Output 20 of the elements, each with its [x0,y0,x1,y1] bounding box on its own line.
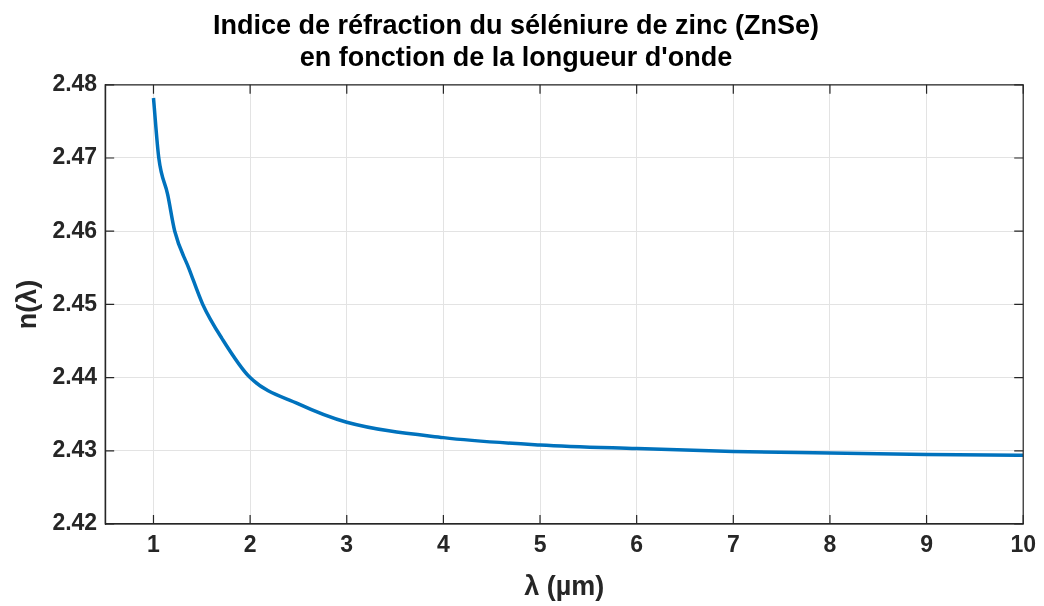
x-tick-label: 8 [823,531,837,558]
y-tick-label: 2.43 [52,436,98,463]
y-tick-label: 2.45 [52,289,98,316]
y-tick-label: 2.44 [52,362,98,389]
y-tick-label: 2.48 [52,70,98,97]
y-tick-label: 2.47 [52,143,98,170]
x-tick-label: 6 [630,531,644,558]
x-tick-label: 7 [726,531,740,558]
x-tick-label: 1 [147,531,161,558]
x-tick-label: 2 [243,531,257,558]
chart-title: Indice de réfraction du séléniure de zinc (ZnSe) en fonction de la longueur d'onde [212,9,820,73]
x-tick-label: 10 [1010,531,1037,558]
x-tick-label: 5 [533,531,547,558]
x-axis-title: λ (µm) [524,571,605,602]
x-tick-label: 9 [920,531,933,558]
x-tick-label: 4 [436,531,450,558]
y-tick-label: 2.46 [52,216,98,243]
y-axis-title: n(λ) [11,279,42,330]
x-tick-label: 3 [340,531,354,558]
y-tick-label: 2.42 [52,509,98,536]
